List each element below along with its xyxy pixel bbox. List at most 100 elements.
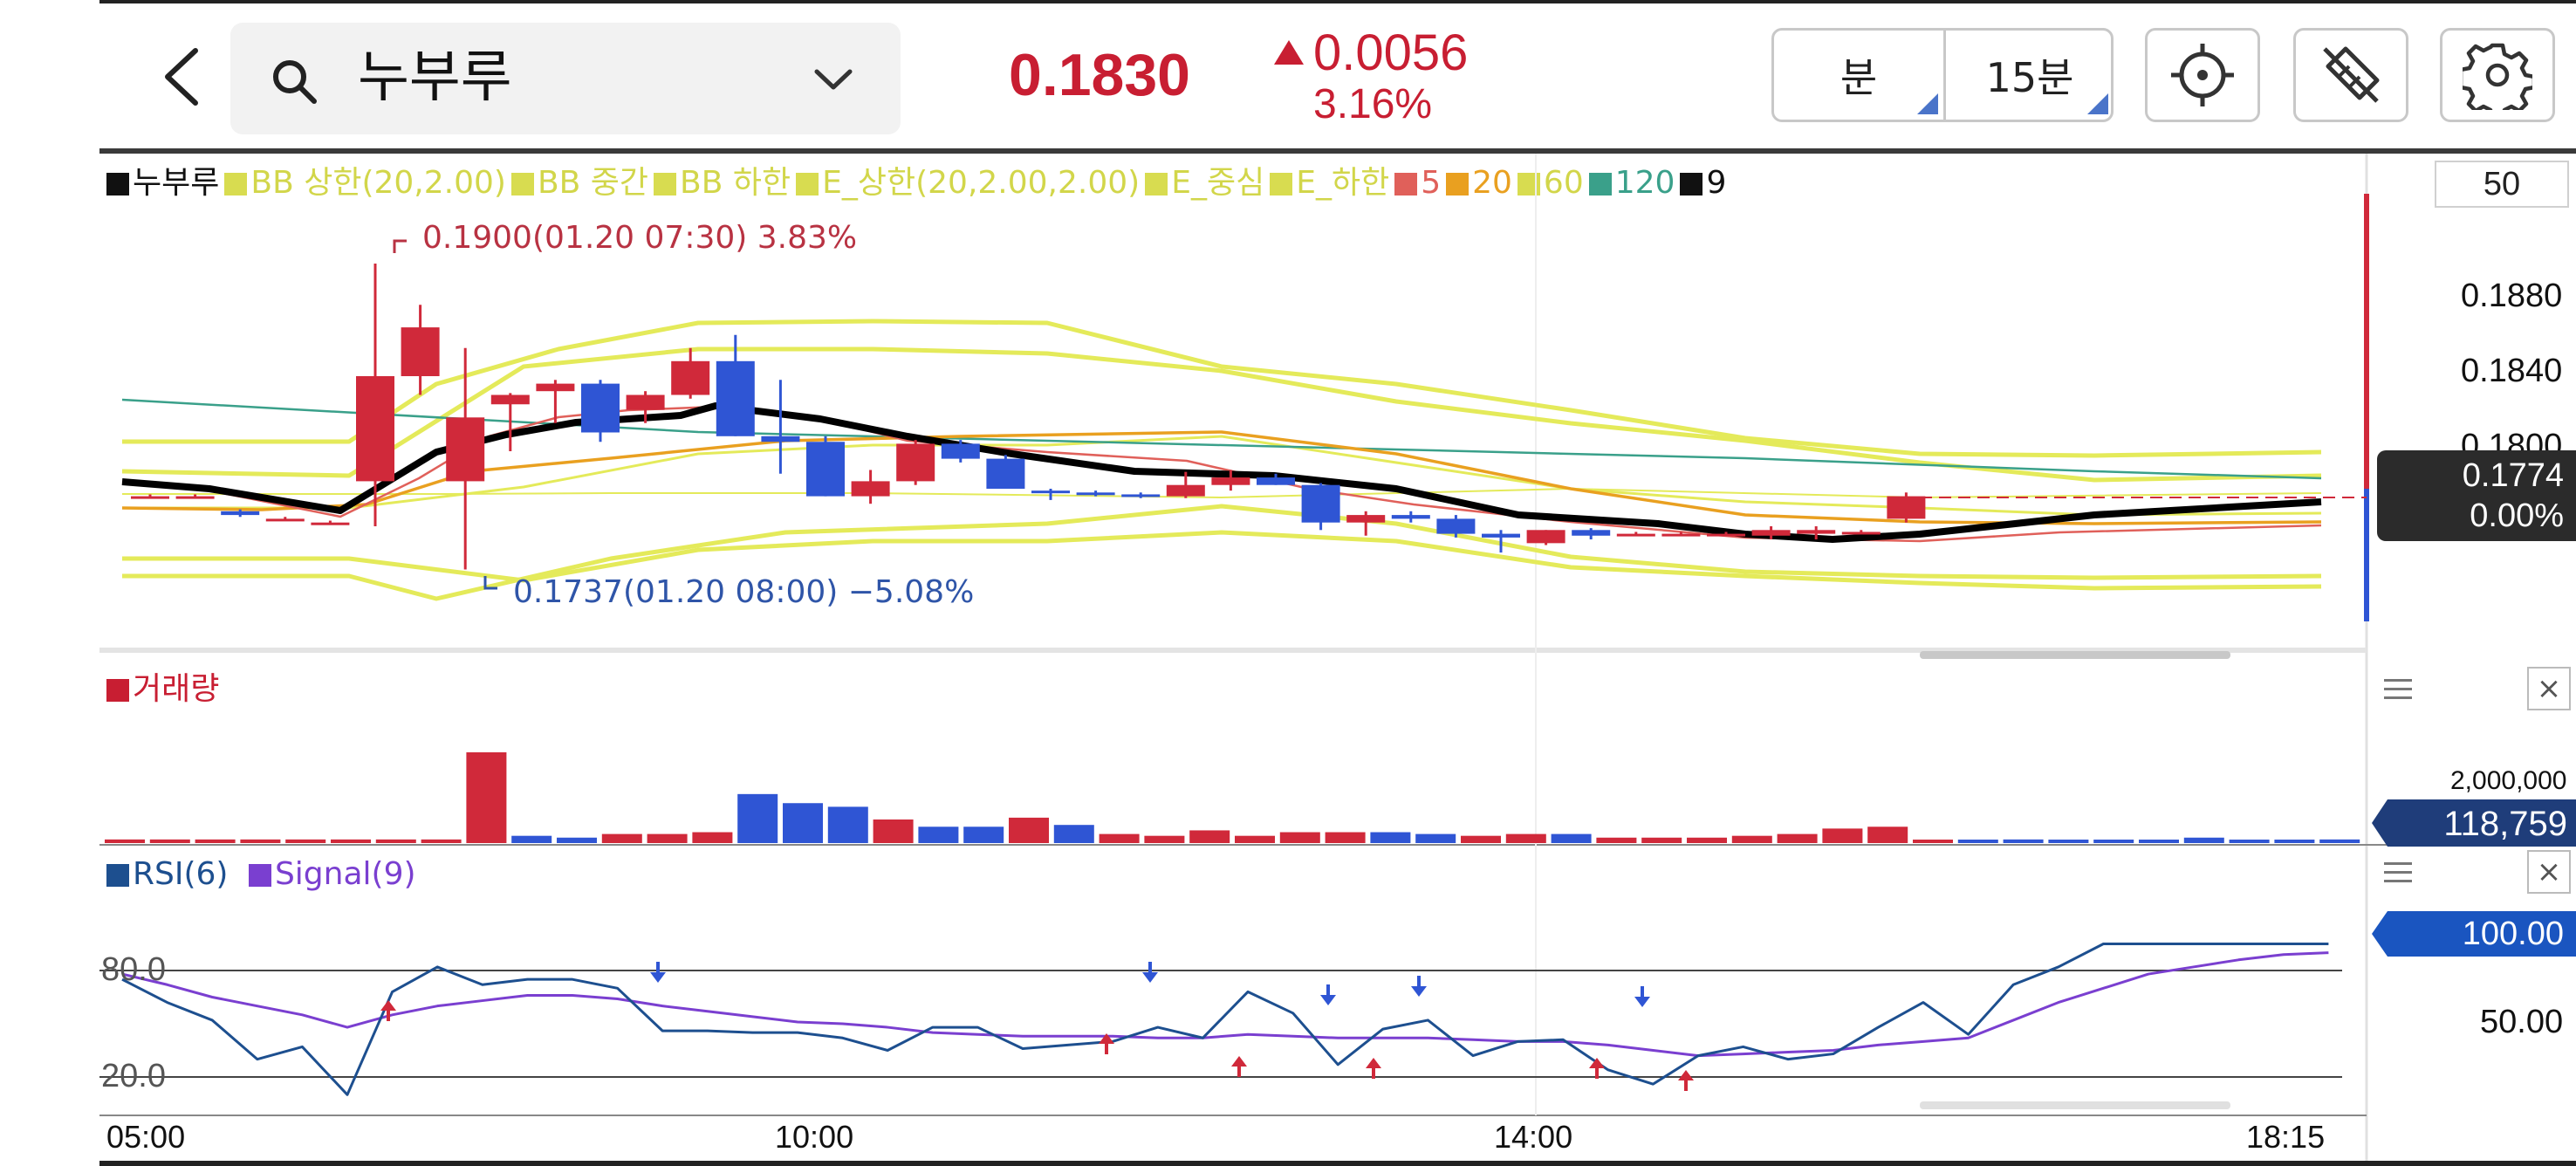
- sell-signal-icon: [1142, 972, 1158, 983]
- volume-bar: [692, 832, 733, 843]
- volume-bar: [1551, 833, 1592, 843]
- volume-bar: [331, 839, 371, 843]
- volume-bar: [1822, 828, 1863, 843]
- candle-body: [941, 443, 980, 459]
- back-button[interactable]: [157, 42, 209, 112]
- symbol-name: 누부루: [358, 45, 512, 110]
- legend-item-label: BB 중간: [537, 165, 649, 201]
- rsi-legend: RSI(6) Signal(9): [106, 855, 416, 894]
- candle-body: [175, 496, 215, 499]
- candle-body: [581, 383, 620, 433]
- candle-body: [806, 442, 845, 497]
- candle-body: [1887, 496, 1926, 519]
- volume-bar: [2048, 840, 2089, 843]
- legend-swatch: [654, 173, 677, 195]
- zoom-box[interactable]: 50: [2435, 161, 2569, 208]
- volume-bar: [827, 806, 868, 843]
- candle-body: [265, 518, 305, 522]
- volume-bar: [737, 793, 778, 843]
- volume-bar: [1596, 837, 1637, 843]
- x-axis-label: 18:15: [2246, 1119, 2326, 1155]
- volume-bar: [1777, 833, 1818, 843]
- bollinger-line: [121, 346, 2322, 483]
- header-divider: [99, 148, 2576, 154]
- price-change-percent: 3.16%: [1313, 81, 1433, 127]
- period-divider: [1943, 31, 1946, 120]
- buy-signal-icon: [1678, 1070, 1694, 1080]
- scrollbar: [1920, 651, 2230, 659]
- volume-bar: [285, 839, 326, 843]
- volume-bar: [1279, 832, 1320, 843]
- volume-tick: 2,000,000: [2450, 766, 2567, 795]
- candle-body: [221, 511, 260, 516]
- crosshair-icon: [2171, 44, 2234, 106]
- scrollbar: [1920, 1101, 2230, 1109]
- volume-bar: [783, 803, 823, 843]
- volume-bar: [1505, 833, 1546, 843]
- volume-bar: [1641, 837, 1682, 843]
- legend-item-label: 120: [1614, 165, 1675, 201]
- draw-tools-button[interactable]: [2293, 28, 2408, 122]
- top-border: [99, 0, 2576, 3]
- period-unit-button[interactable]: 분: [1774, 31, 1943, 120]
- volume-bar: [557, 837, 597, 843]
- legend-swatch: [224, 173, 248, 195]
- x-axis-label: 10:00: [775, 1119, 854, 1155]
- volume-bar: [105, 839, 145, 843]
- volume-bar: [1687, 837, 1727, 843]
- volume-bar: [1913, 840, 1953, 843]
- legend-item-label: 60: [1543, 165, 1584, 201]
- volume-last-value: 118,759: [2443, 805, 2567, 843]
- candle-body: [1257, 477, 1295, 485]
- candle-body: [1661, 533, 1701, 537]
- volume-bar: [1957, 840, 1998, 843]
- volume-bar: [601, 833, 642, 843]
- gear-icon: [2463, 43, 2532, 110]
- symbol-search[interactable]: [230, 23, 901, 134]
- candle-body: [1616, 533, 1655, 537]
- candle-body: [131, 496, 169, 499]
- legend-swatch: [248, 864, 271, 887]
- sell-signal-icon: [650, 972, 666, 983]
- candle-body: [1841, 532, 1881, 535]
- volume-bar: [1325, 832, 1366, 843]
- candle-body: [1301, 484, 1340, 523]
- rsi-legend-label: RSI(6): [133, 856, 229, 892]
- candle-body: [851, 481, 890, 497]
- price-change: 0.0056: [1313, 24, 1469, 81]
- close-icon[interactable]: ×: [2527, 850, 2571, 894]
- volume-bar: [963, 826, 1004, 843]
- legend-swatch: [1394, 173, 1418, 195]
- last-change-value: 0.00%: [2470, 497, 2564, 534]
- candle-body: [1436, 518, 1476, 534]
- period-unit-label: 분: [1840, 54, 1878, 101]
- volume-bar: [375, 839, 416, 843]
- legend-item-label: E_중심: [1171, 165, 1265, 201]
- candle-body: [1346, 515, 1386, 523]
- candle-body: [1391, 515, 1430, 519]
- volume-legend-label: 거래량: [133, 671, 220, 707]
- rsi-level-label: 20.0: [101, 1058, 166, 1094]
- period-value-button[interactable]: 15분: [1946, 31, 2114, 120]
- sell-signal-icon: [1411, 986, 1427, 997]
- volume-bar: [873, 819, 914, 843]
- close-icon[interactable]: ×: [2527, 667, 2571, 710]
- chevron-down-icon[interactable]: [812, 66, 855, 93]
- legend-item-label: BB 하한: [680, 165, 791, 201]
- menu-icon[interactable]: [2384, 862, 2412, 883]
- volume-bar: [647, 833, 688, 843]
- legend-swatch: [1680, 173, 1703, 195]
- high-marker-icon: [393, 239, 407, 253]
- volume-bar: [1099, 833, 1140, 843]
- volume-bar: [1009, 817, 1049, 843]
- menu-icon[interactable]: [2384, 679, 2412, 700]
- settings-button[interactable]: [2440, 28, 2555, 122]
- volume-bar: [2183, 837, 2224, 843]
- crosshair-button[interactable]: [2145, 28, 2260, 122]
- legend-swatch: [510, 173, 534, 195]
- bollinger-line: [122, 530, 2322, 591]
- rsi-last-value: 100.00: [2462, 916, 2564, 952]
- last-price-flag: 0.1774 0.00%: [2377, 450, 2576, 541]
- candle-body: [490, 394, 530, 405]
